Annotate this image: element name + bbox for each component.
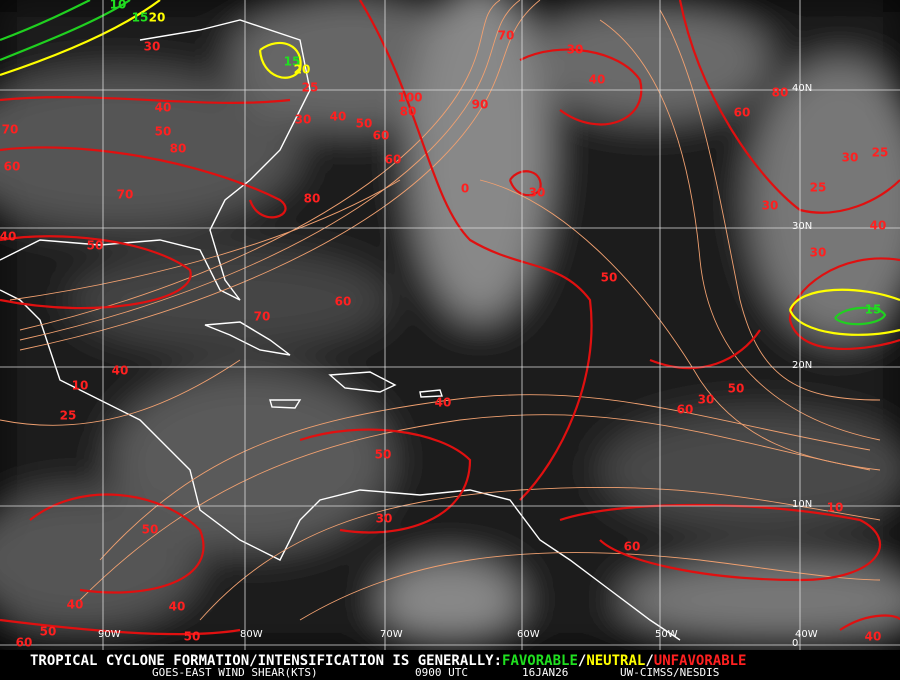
contour-label: 30 bbox=[762, 199, 779, 213]
contour-label: 10 bbox=[110, 0, 127, 12]
contour-label: 60 bbox=[335, 295, 352, 309]
contour-label: 25 bbox=[302, 81, 319, 95]
contour-label: 60 bbox=[16, 636, 33, 650]
contour-label: 15 bbox=[132, 11, 149, 25]
contour-label: 50 bbox=[40, 625, 57, 639]
contour-label: 50 bbox=[87, 239, 104, 253]
contour-label: 70 bbox=[2, 123, 19, 137]
contour-label: 80 bbox=[304, 192, 321, 206]
streamlines bbox=[0, 0, 881, 621]
message-lead: TROPICAL CYCLONE FORMATION/INTENSIFICATI… bbox=[30, 653, 502, 669]
contour-label: 40 bbox=[589, 73, 606, 87]
contour-label: 25 bbox=[60, 409, 77, 423]
lat-lon-grid: 90W 80W 70W 60W 50W 40W 40N 30N 20N 10N 0 bbox=[0, 0, 900, 650]
contour-label: 15 bbox=[284, 55, 301, 69]
contour-label: 80 bbox=[170, 142, 187, 156]
credit-product: GOES-EAST WIND SHEAR(KTS) bbox=[152, 666, 318, 679]
credit-date: 16JAN26 bbox=[522, 666, 568, 679]
lon-label: 40W bbox=[795, 629, 818, 640]
lon-label: 90W bbox=[98, 629, 121, 640]
contour-label: 80 bbox=[400, 105, 417, 119]
contour-label: 20 bbox=[149, 11, 166, 25]
contour-label: 50 bbox=[142, 523, 159, 537]
contour-label: 40 bbox=[67, 598, 84, 612]
contour-label: 50 bbox=[356, 117, 373, 131]
contour-label: 15 bbox=[865, 303, 882, 317]
favorable: FAVORABLE bbox=[502, 653, 578, 669]
lat-label: 40N bbox=[792, 83, 812, 94]
credit-source: UW-CIMSS/NESDIS bbox=[620, 666, 719, 679]
lat-label: 30N bbox=[792, 221, 812, 232]
contour-label: 90 bbox=[472, 98, 489, 112]
contour-label: 40 bbox=[435, 396, 452, 410]
lon-label: 50W bbox=[655, 629, 678, 640]
contour-label: 40 bbox=[112, 364, 129, 378]
footer-message: TROPICAL CYCLONE FORMATION/INTENSIFICATI… bbox=[30, 653, 746, 669]
contour-label: 70 bbox=[117, 188, 134, 202]
contour-label: 50 bbox=[184, 630, 201, 644]
contour-label: 30 bbox=[295, 113, 312, 127]
contour-label: 30 bbox=[698, 393, 715, 407]
contour-label: 40 bbox=[330, 110, 347, 124]
separator: / bbox=[578, 653, 586, 669]
contour-label: 30 bbox=[144, 40, 161, 54]
unfavorable: UNFAVORABLE bbox=[654, 653, 747, 669]
lon-label: 60W bbox=[517, 629, 540, 640]
lon-label: 70W bbox=[380, 629, 403, 640]
contour-label: 0 bbox=[461, 182, 469, 196]
contour-label: 40 bbox=[0, 230, 16, 244]
contour-label: 60 bbox=[4, 160, 21, 174]
credit-time: 0900 UTC bbox=[415, 666, 468, 679]
contour-label: 25 bbox=[810, 181, 827, 195]
contour-label: 50 bbox=[375, 448, 392, 462]
contour-label: 30 bbox=[842, 151, 859, 165]
contour-label: 30 bbox=[567, 43, 584, 57]
lat-label: 20N bbox=[792, 360, 812, 371]
contour-label: 40 bbox=[155, 101, 172, 115]
contour-label: 50 bbox=[601, 271, 618, 285]
contour-label: 40 bbox=[169, 600, 186, 614]
contour-label: 70 bbox=[254, 310, 271, 324]
contour-label: 50 bbox=[155, 125, 172, 139]
contour-label: 40 bbox=[865, 630, 882, 644]
footer: TROPICAL CYCLONE FORMATION/INTENSIFICATI… bbox=[0, 650, 900, 680]
contour-label: 70 bbox=[498, 29, 515, 43]
contour-label: 80 bbox=[772, 86, 789, 100]
contour-label: 100 bbox=[397, 91, 422, 105]
contour-label: 30 bbox=[810, 246, 827, 260]
contour-label: 50 bbox=[728, 382, 745, 396]
contour-label: 60 bbox=[677, 403, 694, 417]
contour-label: 30 bbox=[529, 186, 546, 200]
contour-label: 60 bbox=[734, 106, 751, 120]
contour-label: 60 bbox=[624, 540, 641, 554]
contour-label: 10 bbox=[827, 501, 844, 515]
lat-label: 0 bbox=[792, 638, 798, 649]
contour-label: 10 bbox=[72, 379, 89, 393]
separator: / bbox=[645, 653, 653, 669]
contour-label: 20 bbox=[294, 63, 311, 77]
contour-label: 25 bbox=[872, 146, 889, 160]
satellite-imagery bbox=[0, 0, 900, 650]
lon-label: 80W bbox=[240, 629, 263, 640]
shear-contours bbox=[0, 0, 900, 636]
coastlines bbox=[0, 19, 681, 641]
neutral: NEUTRAL bbox=[586, 653, 645, 669]
contour-label: 40 bbox=[870, 219, 887, 233]
lat-label: 10N bbox=[792, 499, 812, 510]
contour-label: 60 bbox=[373, 129, 390, 143]
contour-label: 30 bbox=[376, 512, 393, 526]
contour-label: 60 bbox=[385, 153, 402, 167]
